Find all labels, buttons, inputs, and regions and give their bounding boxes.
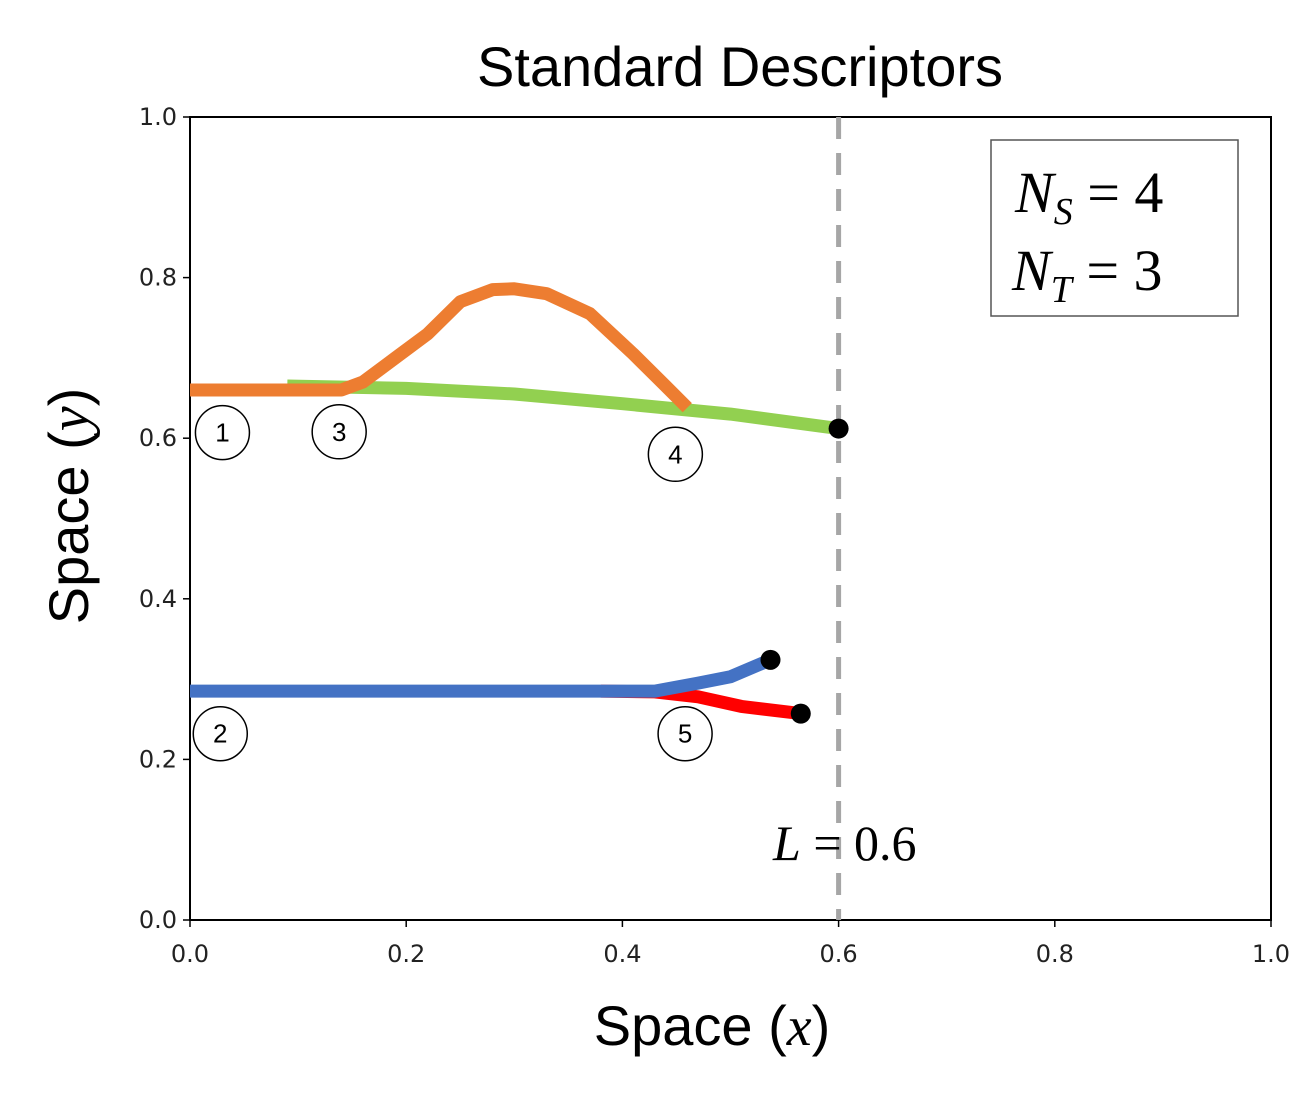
series-line-1 xyxy=(287,379,840,436)
marker-circle-5 xyxy=(657,705,713,762)
series-line-2 xyxy=(190,282,692,413)
endpoint-dot xyxy=(760,649,781,670)
ticks: 0.0 0.2 0.4 0.6 0.8 1.0 0.0 0.2 0.4 0.6 0.8 1.0 xyxy=(139,103,1290,968)
legend-frame xyxy=(990,139,1239,317)
x-tick-label: 0.6 xyxy=(820,940,858,968)
marker-label-2: 2 xyxy=(213,719,227,749)
y-axis-label-var: y xyxy=(39,406,101,436)
y-tick-label: 0.6 xyxy=(139,424,177,452)
reference-line-var: L xyxy=(772,815,801,871)
y-axis-label-close: ) xyxy=(37,388,100,407)
endpoint-dot xyxy=(790,703,811,724)
legend-ns-value: = 4 xyxy=(1073,160,1164,225)
marker-label-1: 1 xyxy=(215,418,229,448)
marker-label-5: 5 xyxy=(678,719,692,749)
marker-circle-4 xyxy=(647,426,704,483)
y-axis-label-text: Space ( xyxy=(37,431,100,624)
marker-label-3: 3 xyxy=(332,417,346,447)
marker-circle-3 xyxy=(311,404,367,460)
series-lines xyxy=(190,282,840,721)
x-tick-label: 0.8 xyxy=(1036,940,1074,968)
x-axis-label-close: ) xyxy=(812,994,831,1057)
legend-ns-sub: S xyxy=(1054,191,1073,233)
endpoints xyxy=(760,418,849,724)
x-axis-label-var: x xyxy=(786,996,812,1058)
legend-line-ns: NS = 4 xyxy=(1014,160,1163,233)
legend-nt-value: = 3 xyxy=(1072,238,1163,303)
y-tick-label: 1.0 xyxy=(139,103,177,131)
reference-line-label: L = 0.6 xyxy=(772,815,917,871)
legend-nt-var: N xyxy=(1011,238,1054,303)
chart-title: Standard Descriptors xyxy=(477,35,1003,98)
marker-circle-1 xyxy=(194,404,251,461)
y-tick-label: 0.8 xyxy=(139,264,177,292)
marker-label-4: 4 xyxy=(668,439,682,469)
x-axis-label: Space (x) xyxy=(594,994,831,1058)
legend-ns-var: N xyxy=(1014,160,1057,225)
marker-circle-2 xyxy=(192,705,249,762)
y-tick-label: 0.0 xyxy=(139,906,177,934)
y-tick-label: 0.4 xyxy=(139,585,177,613)
endpoint-dot xyxy=(828,418,849,439)
x-tick-label: 0.4 xyxy=(603,940,641,968)
x-axis-label-text: Space ( xyxy=(594,994,787,1057)
legend-box: NS = 4 NT = 3 xyxy=(990,139,1239,317)
y-tick-label: 0.2 xyxy=(139,745,177,773)
x-tick-label: 0.0 xyxy=(171,940,209,968)
legend-line-nt: NT = 3 xyxy=(1011,238,1163,311)
x-tick-label: 1.0 xyxy=(1252,940,1290,968)
x-tick-label: 0.2 xyxy=(387,940,425,968)
markers: 1 2 3 4 5 xyxy=(192,404,713,762)
plot-area xyxy=(189,116,1272,921)
y-axis-label: Space (y) xyxy=(37,388,101,625)
series-line-4 xyxy=(190,653,774,698)
legend-nt-sub: T xyxy=(1051,269,1075,311)
reference-line-value: = 0.6 xyxy=(801,815,917,871)
